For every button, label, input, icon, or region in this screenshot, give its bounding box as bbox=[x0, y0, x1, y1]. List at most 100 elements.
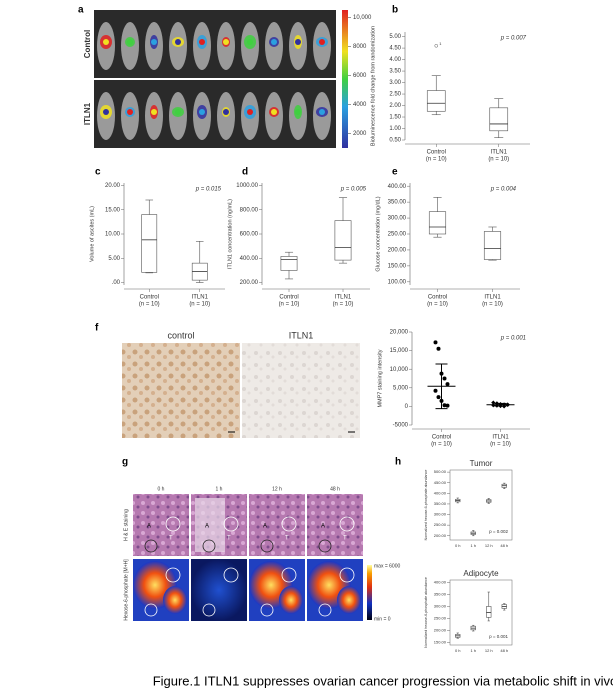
y-axis-label: MMP7 staining intensity bbox=[377, 349, 383, 407]
outlier-label: 1 bbox=[439, 41, 442, 46]
panel-label: d bbox=[242, 167, 248, 178]
data-point bbox=[445, 403, 450, 408]
roi bbox=[260, 603, 274, 617]
y-tick-label: .00 bbox=[112, 280, 121, 286]
x-tick-label: ITLN1 bbox=[491, 150, 508, 156]
x-tick-label: ITLN1 bbox=[484, 295, 501, 301]
signal-core bbox=[271, 109, 277, 115]
row-label: ITLN1 bbox=[83, 102, 92, 125]
he-pale bbox=[195, 498, 225, 552]
x-tick-label: 1 h bbox=[470, 543, 476, 548]
y-tick-label: 200.00 bbox=[388, 248, 407, 254]
data-point bbox=[491, 403, 496, 408]
y-tick-label: 800.00 bbox=[240, 207, 259, 213]
panel-label: g bbox=[122, 457, 128, 468]
image-label: ITLN1 bbox=[289, 330, 314, 340]
roi bbox=[318, 539, 332, 553]
y-tick-label: 250.00 bbox=[388, 232, 407, 238]
data-point bbox=[433, 340, 438, 345]
signal-core bbox=[319, 39, 325, 45]
y-tick-label: 600.00 bbox=[240, 232, 259, 238]
signal-core bbox=[151, 109, 157, 115]
y-tick-label: 200.00 bbox=[434, 628, 447, 633]
box bbox=[426, 90, 446, 112]
signal-core bbox=[223, 39, 229, 45]
msi-image bbox=[191, 559, 247, 621]
signal-core bbox=[295, 109, 301, 115]
signal-core bbox=[151, 39, 157, 45]
time-label: 1 h bbox=[216, 486, 223, 492]
y-axis-label: ITLN1 concentration (ng/mL) bbox=[227, 199, 233, 269]
y-tick-label: 5.00 bbox=[389, 34, 401, 40]
x-tick-note: (n = 10) bbox=[427, 302, 448, 308]
x-tick-label: 48 h bbox=[500, 648, 508, 653]
x-tick-label: 0 h bbox=[455, 543, 461, 548]
plot-frame bbox=[449, 469, 513, 541]
y-tick-label: 400.00 bbox=[434, 579, 447, 584]
roi bbox=[318, 603, 332, 617]
colorbar-label: max = 6000 bbox=[374, 563, 400, 569]
x-tick-label: 1 h bbox=[470, 648, 476, 653]
row-label: Hexose-6-phosphate [M+H] bbox=[123, 559, 129, 621]
x-tick-label: Control bbox=[140, 295, 159, 301]
y-tick-label: 4.50 bbox=[389, 46, 401, 52]
y-tick-label: 350.00 bbox=[434, 501, 447, 506]
signal-core bbox=[199, 39, 205, 45]
he-image bbox=[307, 494, 363, 556]
y-tick-label: 15.00 bbox=[105, 207, 121, 213]
roi bbox=[223, 516, 239, 532]
x-tick-label: 0 h bbox=[455, 648, 461, 653]
roi bbox=[281, 516, 297, 532]
y-tick-label: 15,000 bbox=[390, 348, 409, 354]
signal-core bbox=[103, 109, 109, 115]
he-image bbox=[133, 494, 189, 556]
y-tick-label: 300.00 bbox=[388, 216, 407, 222]
y-tick-label: 1000.00 bbox=[236, 183, 258, 189]
y-tick-label: 2.00 bbox=[389, 103, 401, 109]
ihc-image bbox=[122, 343, 240, 438]
panel-label: h bbox=[395, 457, 401, 468]
signal-core bbox=[271, 39, 277, 45]
signal-core bbox=[247, 109, 253, 115]
signal-core bbox=[175, 109, 181, 115]
x-tick-label: ITLN1 bbox=[335, 295, 352, 301]
he-image bbox=[249, 494, 305, 556]
y-tick-label: 200.00 bbox=[240, 280, 259, 286]
caption: Figure.1 ITLN1 suppresses ovarian cancer… bbox=[153, 673, 613, 688]
signal-core bbox=[247, 39, 253, 45]
region-label: A bbox=[321, 524, 325, 530]
box bbox=[141, 214, 158, 273]
y-tick-label: 150.00 bbox=[388, 263, 407, 269]
signal-core bbox=[127, 39, 133, 45]
data-point bbox=[491, 400, 496, 405]
x-tick-note: (n = 10) bbox=[482, 302, 503, 308]
x-tick-label: ITLN1 bbox=[492, 435, 509, 441]
row-label: Control bbox=[83, 30, 92, 58]
y-tick-label: 0.50 bbox=[389, 138, 401, 144]
y-axis-label: Glucose concentration (mg/dL) bbox=[375, 196, 381, 271]
roi bbox=[165, 567, 181, 583]
colorbar-tick-label: 4000 bbox=[353, 102, 367, 108]
x-tick-label: Control bbox=[432, 435, 451, 441]
annotation: p = 0.015 bbox=[195, 187, 222, 193]
y-tick-label: 10,000 bbox=[390, 367, 409, 373]
roi bbox=[144, 539, 158, 553]
box bbox=[486, 606, 492, 618]
y-tick-label: 20.00 bbox=[105, 183, 121, 189]
x-tick-note: (n = 10) bbox=[490, 442, 511, 448]
x-tick-note: (n = 10) bbox=[189, 302, 210, 308]
y-axis-label: Volume of ascites (mL) bbox=[89, 206, 95, 262]
x-tick-label: Control bbox=[427, 150, 446, 156]
msi-hot bbox=[337, 586, 361, 614]
panel-label: b bbox=[392, 5, 398, 16]
x-tick-note: (n = 10) bbox=[488, 157, 509, 163]
x-tick-label: 12 h bbox=[485, 648, 493, 653]
colorbar-tick-label: 10,000 bbox=[353, 15, 372, 21]
region-label: T bbox=[227, 536, 231, 542]
data-point bbox=[436, 395, 441, 400]
region-label: A bbox=[263, 524, 267, 530]
time-label: 48 h bbox=[330, 486, 340, 492]
x-tick-note: (n = 10) bbox=[431, 442, 452, 448]
y-axis-label: Bioluminescence fold change from randomi… bbox=[370, 26, 376, 146]
